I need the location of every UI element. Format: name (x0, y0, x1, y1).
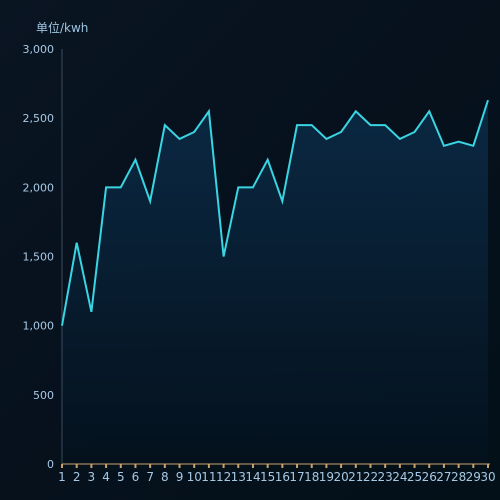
x-tick-label: 15 (260, 470, 275, 484)
series-line (61, 99, 489, 326)
x-tick-label: 3 (88, 470, 96, 484)
x-tick-label: 12 (216, 470, 231, 484)
x-tick-label: 26 (422, 470, 437, 484)
x-tick-label: 20 (333, 470, 348, 484)
data-point (339, 130, 343, 134)
x-tick-label: 21 (348, 470, 363, 484)
data-point (133, 158, 137, 162)
data-point (89, 310, 93, 314)
data-point (104, 185, 108, 189)
x-tick-label: 2 (73, 470, 81, 484)
y-tick-label: 0 (47, 458, 54, 471)
x-tick-label: 7 (146, 470, 154, 484)
data-point (324, 137, 328, 141)
x-tick-label: 17 (289, 470, 304, 484)
y-tick-label: 3,000 (23, 43, 55, 56)
x-tick-label: 14 (245, 470, 260, 484)
y-tick-label: 1,000 (23, 320, 55, 333)
data-point (442, 144, 446, 148)
data-point (148, 199, 152, 203)
data-point (310, 123, 314, 127)
y-axis: 0 500 1,000 1,500 2,000 2,500 3,000 (23, 43, 55, 471)
x-tick-label: 16 (275, 470, 290, 484)
x-tick-label: 24 (392, 470, 407, 484)
data-point (457, 140, 461, 144)
data-point (236, 185, 240, 189)
data-point (119, 185, 123, 189)
data-point (354, 109, 358, 113)
data-point (178, 137, 182, 141)
data-point (163, 123, 167, 127)
x-tick-label: 30 (480, 470, 495, 484)
x-tick-label: 8 (161, 470, 169, 484)
y-axis-unit-label: 单位/kwh (36, 20, 88, 35)
x-tick-label: 11 (201, 470, 216, 484)
x-tick-label: 29 (466, 470, 481, 484)
data-point (266, 158, 270, 162)
area-fill (62, 100, 488, 465)
x-tick-label: 5 (117, 470, 125, 484)
x-tick-label: 1 (58, 470, 66, 484)
x-tick-label: 23 (378, 470, 393, 484)
data-point (383, 123, 387, 127)
x-tick-label: 28 (451, 470, 466, 484)
data-point (295, 123, 299, 127)
y-tick-label: 500 (33, 389, 54, 402)
x-axis: 1 2 3 4 5 6 7 8 9 10 11 12 13 14 15 16 17 18 19 20 21 22 23 24 2… (58, 464, 496, 484)
x-tick-label: 4 (102, 470, 110, 484)
data-point (413, 130, 417, 134)
y-tick-label: 2,000 (23, 181, 55, 194)
x-tick-label: 25 (407, 470, 422, 484)
data-point (207, 109, 211, 113)
x-tick-label: 27 (436, 470, 451, 484)
data-point (427, 109, 431, 113)
data-point (368, 123, 372, 127)
data-point (75, 241, 79, 245)
data-point (60, 324, 64, 328)
y-tick-label: 1,500 (23, 251, 55, 264)
data-point (486, 98, 490, 102)
x-tick-label: 22 (363, 470, 378, 484)
x-tick-label: 6 (132, 470, 140, 484)
x-tick-label: 13 (231, 470, 246, 484)
data-point (280, 199, 284, 203)
x-tick-label: 10 (187, 470, 202, 484)
x-tick-label: 18 (304, 470, 319, 484)
data-point (192, 130, 196, 134)
x-tick-label: 19 (319, 470, 334, 484)
y-tick-label: 2,500 (23, 112, 55, 125)
data-point (251, 185, 255, 189)
data-point (471, 144, 475, 148)
data-point (222, 255, 226, 259)
data-point (398, 137, 402, 141)
x-tick-label: 9 (176, 470, 184, 484)
